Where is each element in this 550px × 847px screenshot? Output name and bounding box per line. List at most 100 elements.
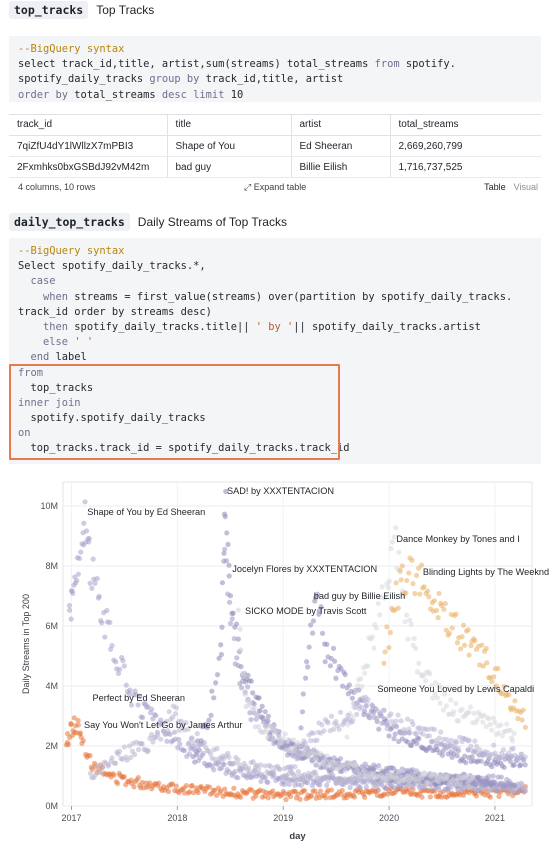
data-point <box>156 780 162 786</box>
code-token: end <box>18 351 50 364</box>
code-token: track_id,title, artist <box>199 73 344 86</box>
cell-tag[interactable]: daily_top_tracks <box>9 213 130 231</box>
data-point <box>189 735 195 741</box>
data-point <box>158 736 164 742</box>
column-header[interactable]: total_streams <box>390 114 541 136</box>
daily-streams-chart: 0M 2M 4M 6M 8M 10M 2017 2018 2019 2020 2021 day Dail… <box>21 481 549 842</box>
data-point <box>289 769 295 776</box>
data-point <box>258 778 264 785</box>
data-point <box>208 712 214 718</box>
data-point <box>507 755 514 761</box>
column-header[interactable]: track_id <box>9 114 168 136</box>
data-point <box>354 711 360 717</box>
data-point <box>87 580 93 586</box>
cell-header-top-tracks: top_tracks Top Tracks <box>9 0 154 20</box>
data-point <box>95 762 101 769</box>
data-point <box>357 784 363 790</box>
cell-tag[interactable]: top_tracks <box>9 1 89 19</box>
data-point <box>321 762 327 768</box>
data-point <box>298 782 304 788</box>
data-point <box>427 794 433 800</box>
data-point <box>265 795 271 801</box>
data-point <box>178 718 185 724</box>
data-point <box>487 721 493 727</box>
data-point <box>424 588 431 594</box>
data-point <box>439 752 446 758</box>
data-point <box>345 712 351 718</box>
data-point <box>500 747 507 753</box>
data-point <box>472 638 478 644</box>
data-point <box>262 709 268 715</box>
tab-table[interactable]: Table <box>484 182 506 192</box>
data-point <box>308 793 315 799</box>
code-line: select track_id,title, artist,sum(stream… <box>18 57 532 72</box>
data-point <box>232 760 238 766</box>
data-point <box>397 567 403 573</box>
data-point <box>74 577 80 584</box>
data-point <box>389 539 396 545</box>
data-point <box>131 784 137 790</box>
sql-code-block-top-tracks[interactable]: --BigQuery syntax select track_id,title, … <box>9 36 541 102</box>
peak-label: Someone You Loved by Lewis Capaldi <box>377 684 534 694</box>
data-point <box>94 576 100 582</box>
data-point <box>302 675 309 681</box>
data-point <box>430 695 436 701</box>
data-point <box>233 621 240 627</box>
column-header[interactable]: artist <box>291 114 391 136</box>
expand-table-button[interactable]: ⤢ Expand table <box>244 182 306 193</box>
data-point <box>349 695 355 701</box>
data-point <box>429 682 435 689</box>
data-point <box>461 642 468 648</box>
data-point <box>466 709 472 715</box>
data-point <box>434 607 440 614</box>
data-point <box>274 728 280 734</box>
data-point <box>306 644 312 650</box>
data-point <box>451 708 457 715</box>
data-point <box>453 701 459 707</box>
data-point <box>511 730 517 736</box>
data-point <box>302 788 308 794</box>
data-point <box>170 714 176 720</box>
data-point <box>432 691 438 697</box>
data-point <box>488 727 495 733</box>
data-point <box>216 655 222 661</box>
data-point <box>457 646 464 652</box>
data-point <box>90 556 96 562</box>
data-point <box>393 525 399 531</box>
x-tick-label: 2018 <box>167 813 187 823</box>
data-point <box>377 612 383 618</box>
data-point <box>431 598 438 604</box>
data-point <box>384 726 390 732</box>
code-token: --BigQuery syntax <box>18 43 125 55</box>
data-point <box>420 731 426 737</box>
data-point <box>127 687 133 693</box>
data-point <box>77 730 83 736</box>
tab-visual[interactable]: Visual <box>513 182 538 192</box>
data-point <box>406 726 412 732</box>
sql-code-block-daily-top-tracks[interactable]: --BigQuery syntax Select spotify_daily_tr… <box>9 238 541 464</box>
data-point <box>351 700 357 707</box>
column-header[interactable]: title <box>167 114 292 136</box>
data-point <box>432 680 439 686</box>
data-point <box>431 726 438 732</box>
data-point <box>287 793 294 800</box>
data-point <box>195 738 201 744</box>
data-point <box>476 747 482 753</box>
data-point <box>100 764 106 770</box>
data-point <box>237 626 243 632</box>
data-point <box>277 766 283 772</box>
data-point <box>140 714 146 721</box>
data-point <box>116 748 123 754</box>
code-token: 10 <box>224 88 244 101</box>
data-point <box>165 728 171 734</box>
data-point <box>173 710 179 717</box>
cell-title[interactable]: Top Tracks <box>96 3 155 17</box>
data-point <box>499 733 505 739</box>
data-point <box>283 796 289 803</box>
data-point <box>455 745 461 751</box>
data-point <box>92 772 99 778</box>
data-point <box>230 610 236 616</box>
data-point <box>337 709 344 715</box>
data-point <box>186 789 193 795</box>
cell-title[interactable]: Daily Streams of Top Tracks <box>137 215 287 229</box>
